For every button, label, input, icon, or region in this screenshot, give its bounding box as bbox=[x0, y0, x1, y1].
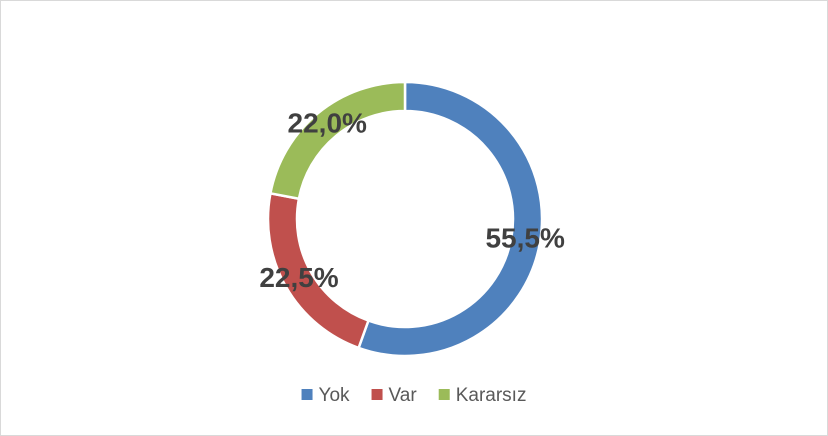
legend-marker bbox=[301, 389, 313, 400]
legend-label: Kararsız bbox=[456, 385, 527, 406]
legend-label: Yok bbox=[319, 385, 350, 406]
doughnut-segment bbox=[356, 80, 544, 358]
data-label: 22,5% bbox=[259, 262, 338, 293]
legend-marker bbox=[371, 389, 383, 400]
doughnut-segment bbox=[268, 80, 407, 201]
legend-label: Var bbox=[389, 385, 418, 406]
legend-marker bbox=[438, 389, 450, 400]
data-label: 55,5% bbox=[485, 222, 564, 253]
data-label: 22,0% bbox=[288, 107, 367, 138]
